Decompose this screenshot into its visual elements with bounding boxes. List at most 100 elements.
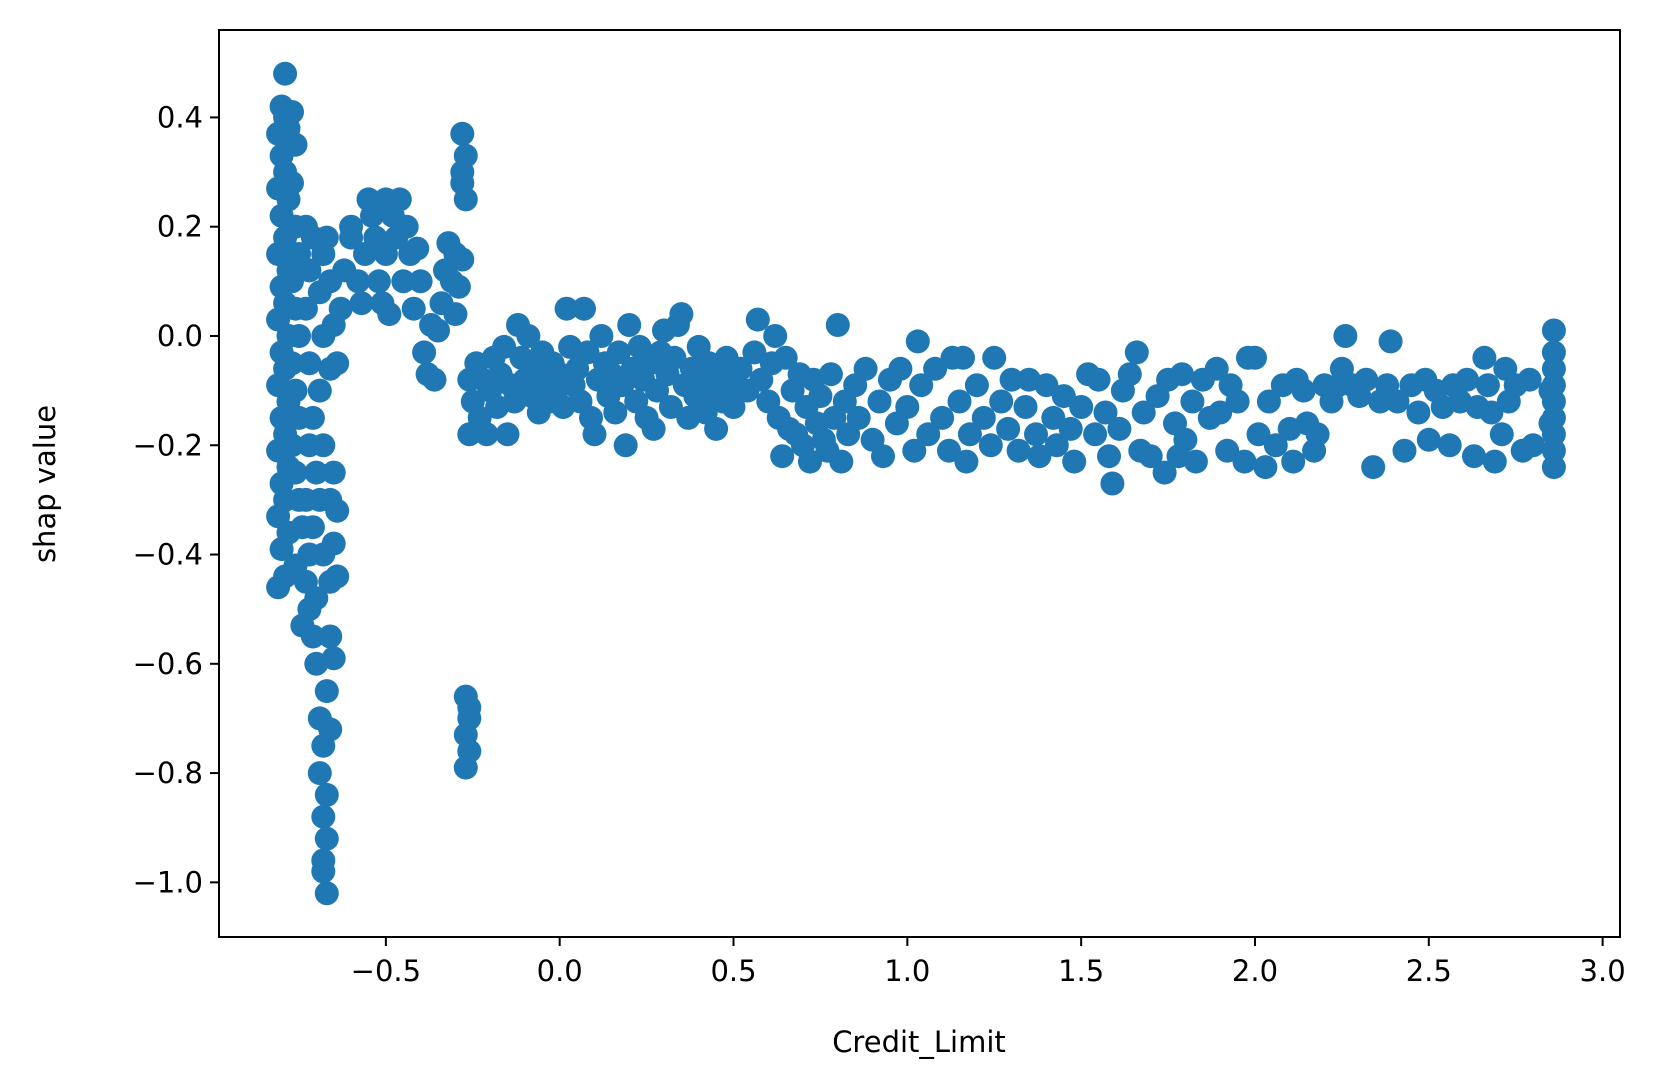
scatter-point	[1034, 373, 1059, 398]
scatter-point	[808, 384, 833, 409]
scatter-point	[1173, 427, 1198, 452]
scatter-point	[902, 438, 927, 463]
scatter-point	[1541, 356, 1566, 381]
scatter-point	[1243, 345, 1267, 370]
scatter-point	[1406, 400, 1431, 425]
scatter-point	[728, 356, 753, 381]
scatter-point	[280, 433, 304, 458]
scatter-point	[325, 351, 350, 376]
scatter-point	[1083, 422, 1108, 447]
scatter-point	[311, 804, 336, 829]
scatter-point	[426, 318, 450, 343]
scatter-point	[314, 782, 339, 807]
scatter-point	[474, 422, 499, 447]
scatter-point	[1225, 389, 1250, 414]
scatter-point	[798, 449, 822, 474]
x-tick-label: 2.0	[1232, 954, 1278, 988]
scatter-point	[909, 373, 934, 398]
scatter-point	[453, 187, 478, 212]
scatter-point	[982, 345, 1007, 370]
scatter-point	[989, 389, 1014, 414]
scatter-point	[297, 258, 322, 283]
scatter-point	[349, 291, 374, 316]
scatter-point	[297, 351, 322, 376]
scatter-point	[1051, 384, 1076, 409]
scatter-point	[1521, 433, 1546, 458]
scatter-point	[606, 340, 631, 365]
scatter-point	[1183, 449, 1208, 474]
x-tick-label: 3.0	[1580, 954, 1626, 988]
scatter-point	[325, 564, 350, 589]
scatter-point	[763, 324, 788, 348]
x-axis-label: Credit_Limit	[832, 1025, 1006, 1059]
scatter-point	[1024, 422, 1048, 447]
scatter-point	[582, 422, 607, 447]
scatter-point	[443, 302, 468, 327]
scatter-point	[1138, 444, 1163, 469]
scatter-point	[1333, 324, 1358, 348]
scatter-point	[853, 356, 878, 381]
scatter-point	[937, 438, 961, 463]
scatter-point	[1041, 405, 1066, 430]
scatter-point	[1281, 449, 1306, 474]
y-tick-label: 0.2	[157, 210, 203, 244]
scatter-point	[721, 395, 746, 419]
scatter-point	[662, 345, 687, 370]
scatter-point	[391, 269, 416, 294]
scatter-point	[923, 356, 948, 381]
scatter-point	[603, 400, 628, 425]
scatter-point	[339, 214, 364, 239]
scatter-point	[916, 422, 941, 447]
scatter-point	[360, 203, 384, 228]
scatter-point	[280, 100, 304, 124]
scatter-point	[394, 214, 419, 239]
scatter-point	[1180, 389, 1205, 414]
x-tick-label: 0.5	[710, 954, 756, 988]
scatter-point	[1305, 422, 1330, 447]
scatter-point	[314, 826, 339, 851]
scatter-point	[1013, 395, 1038, 419]
scatter-point	[304, 460, 329, 485]
scatter-point	[1392, 438, 1417, 463]
scatter-point	[1253, 455, 1278, 480]
scatter-point	[1107, 416, 1132, 441]
scatter-point	[895, 395, 920, 419]
x-tick-label: 0.0	[537, 954, 583, 988]
scatter-point	[1541, 438, 1566, 463]
scatter-point	[318, 717, 343, 742]
scatter-point	[307, 378, 332, 403]
scatter-point	[996, 416, 1021, 441]
y-tick-label: −0.2	[133, 428, 203, 462]
y-tick-label: −0.4	[133, 538, 203, 572]
scatter-point	[1131, 400, 1156, 425]
scatter-point	[1044, 433, 1069, 458]
scatter-point	[269, 537, 294, 562]
plot-area-frame	[218, 29, 1621, 938]
scatter-point	[572, 296, 596, 321]
scatter-point	[280, 171, 304, 195]
x-tick-label: 1.0	[884, 954, 930, 988]
scatter-point	[1232, 449, 1257, 474]
scatter-point	[1097, 444, 1121, 469]
scatter-point	[280, 269, 304, 294]
scatter-point	[1354, 367, 1379, 392]
scatter-point	[453, 755, 478, 780]
scatter-point	[1479, 400, 1504, 425]
scatter-point	[1437, 433, 1462, 458]
y-tick-label: 0.0	[157, 319, 203, 353]
y-tick-label: −0.6	[133, 647, 203, 681]
scatter-point	[311, 859, 336, 884]
scatter-point	[770, 444, 795, 469]
scatter-point	[1006, 438, 1031, 463]
scatter-point	[495, 422, 520, 447]
scatter-point	[293, 296, 318, 321]
scatter-point	[575, 340, 600, 365]
scatter-point	[1208, 400, 1233, 425]
scatter-point	[1541, 340, 1566, 365]
scatter-point	[300, 515, 325, 540]
scatter-point	[846, 405, 871, 430]
scatter-point	[280, 351, 304, 376]
scatter-point	[1256, 389, 1281, 414]
scatter-point	[947, 389, 972, 414]
